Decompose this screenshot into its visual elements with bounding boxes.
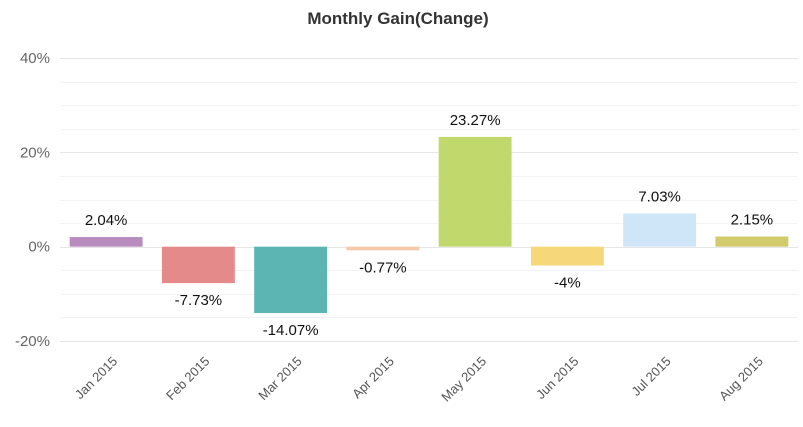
x-tick-label: Jan 2015 [72,354,120,402]
x-tick-label: Apr 2015 [349,354,397,402]
data-label: 23.27% [450,112,501,129]
grid-lines [60,58,798,342]
data-label: -4% [554,275,581,292]
data-label: -7.73% [175,292,223,309]
data-label: 7.03% [638,189,681,206]
x-tick-label: Jun 2015 [533,354,581,402]
x-tick-label: Mar 2015 [255,354,304,403]
bar-jan-2015[interactable] [69,237,143,247]
x-tick-label: Aug 2015 [716,354,766,404]
bar-feb-2015[interactable] [161,246,235,284]
y-tick-label: 40% [20,50,50,67]
data-labels: 2.04% -7.73% -14.07% -0.77% 23.27% -4% 7.03% 2.… [85,112,773,339]
y-tick-label: 0% [28,239,50,256]
data-label: -0.77% [359,259,407,276]
bar-apr-2015[interactable] [346,246,420,251]
x-tick-label: May 2015 [438,354,489,405]
x-tick-label: Jul 2015 [628,354,673,399]
bars [69,136,789,314]
y-axis-ticks: 40% 20% 0% -20% [15,50,50,350]
data-label: 2.15% [731,212,774,229]
bar-aug-2015[interactable] [715,236,789,247]
y-tick-label: -20% [15,333,50,350]
chart-title: Monthly Gain(Change) [307,9,488,28]
x-tick-label: Feb 2015 [163,354,212,403]
y-tick-label: 20% [20,144,50,161]
x-axis-ticks: Jan 2015 Feb 2015 Mar 2015 Apr 2015 May 2015… [72,354,766,405]
data-label: -14.07% [263,322,319,339]
bar-mar-2015[interactable] [254,246,328,314]
bar-may-2015[interactable] [438,136,512,247]
data-label: 2.04% [85,212,128,229]
bar-jun-2015[interactable] [530,246,604,266]
bar-jul-2015[interactable] [623,213,697,247]
